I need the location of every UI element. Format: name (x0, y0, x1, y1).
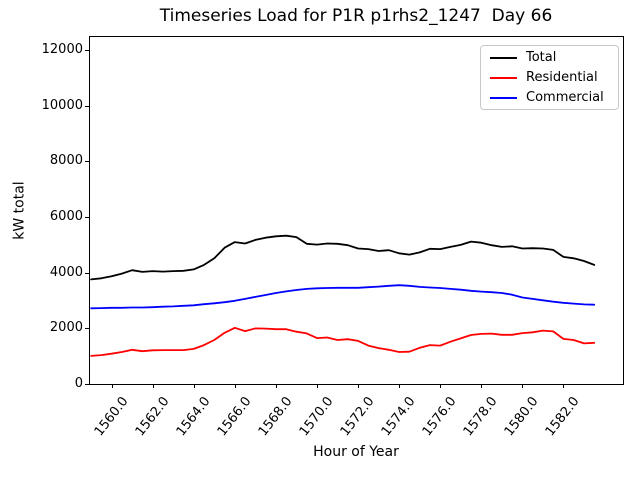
series-line-total (90, 234, 596, 281)
x-axis-label: Hour of Year (313, 444, 399, 460)
series-line-commercial (90, 284, 596, 310)
legend-label-commercial: Commercial (526, 89, 604, 105)
axes-frame (89, 36, 624, 385)
y-tick-label: 12000 (41, 42, 83, 58)
legend-line-sample-residential (490, 76, 517, 79)
legend-line-sample-total (490, 56, 517, 59)
y-tick-label: 4000 (49, 264, 83, 280)
legend-label-total: Total (526, 49, 557, 65)
chart-title: Timeseries Load for P1R p1rhs2_1247 Day … (159, 6, 553, 26)
series-line-residential (90, 326, 596, 357)
y-tick-label: 10000 (41, 97, 83, 113)
y-tick-label: 6000 (49, 209, 83, 225)
legend-label-residential: Residential (526, 69, 598, 85)
legend-item-residential: Residential (490, 70, 618, 86)
legend: Total Residential Commercial (480, 45, 619, 110)
y-tick-label: 2000 (49, 320, 83, 336)
y-tick-label: 8000 (49, 153, 83, 169)
legend-item-total: Total (490, 50, 618, 66)
legend-line-sample-commercial (490, 96, 517, 99)
legend-item-commercial: Commercial (490, 90, 618, 106)
y-tick-label: 0 (74, 376, 83, 391)
